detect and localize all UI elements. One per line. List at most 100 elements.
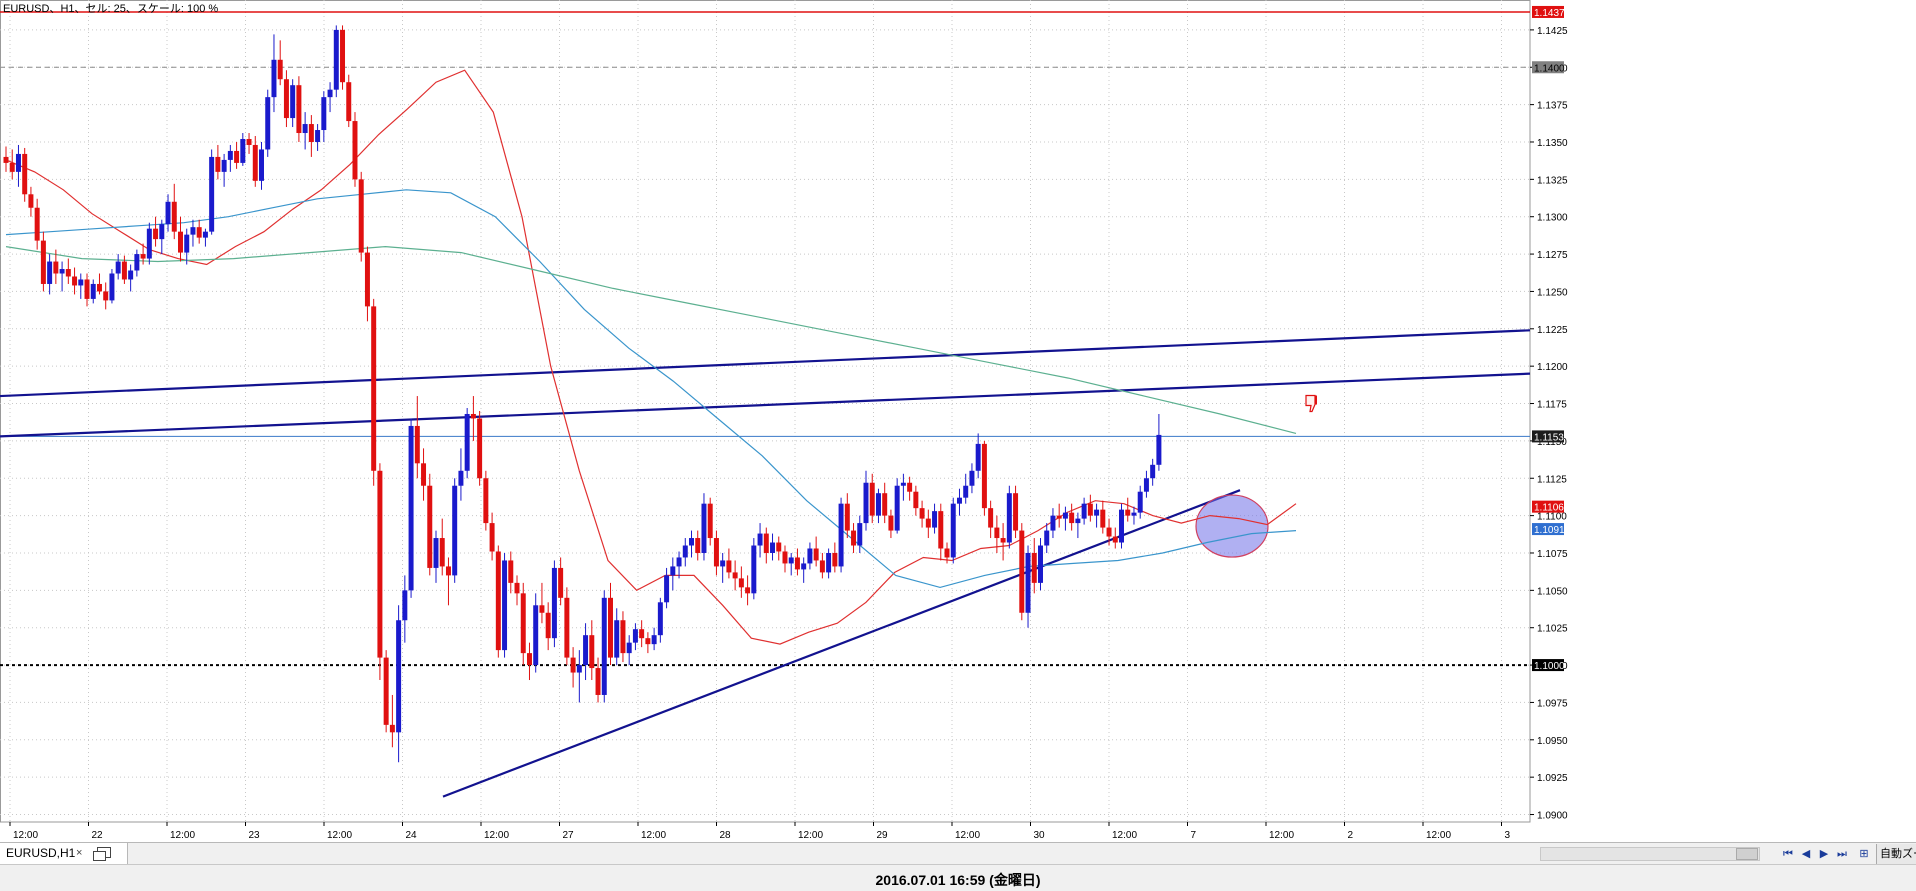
candle-body [252,144,258,181]
highlight-ellipse-shape [1195,494,1269,558]
price-badge [1532,430,1564,443]
candle-body [776,542,782,552]
candle-body [103,291,109,301]
price-tick-label: 1.1025 [1537,624,1568,635]
trend-line [0,372,1531,438]
auto-zoom-button[interactable]: 自動ズーム [1876,844,1916,864]
prev-bar-icon[interactable]: ◀ [1801,848,1811,860]
price-tick-label: 1.1075 [1537,549,1568,560]
candle-body [165,201,171,225]
time-tick-label: 12:00 [1269,830,1294,841]
candle-body [863,482,869,524]
price-tick-label: 1.1225 [1537,325,1568,336]
candle-body [632,629,638,643]
candle-body [315,130,321,142]
price-badge-label: 1.1091 [1534,525,1565,536]
time-tick-label: 12:00 [1426,830,1451,841]
candle-body [445,566,451,576]
candle-body [745,587,751,594]
candle-body [639,629,645,639]
candle-body [1094,509,1100,516]
candle-body [1019,530,1025,613]
time-tick-label: 12:00 [955,830,980,841]
zoom-icon[interactable]: ⊞ [1859,848,1869,860]
candle-body [1156,434,1162,465]
price-tick-label: 1.0925 [1537,773,1568,784]
candle-body [826,552,832,573]
candle-body [34,207,40,241]
candle-body [277,59,283,80]
candle-body [720,560,726,567]
candle-body [944,548,950,558]
candle-body [595,668,601,695]
time-tick-label: 7 [1191,830,1197,841]
price-badges: 1.1437 1.1400 1.1153 1.1106 1.1091 1.1000 [1532,5,1565,672]
candle-body [283,79,289,119]
price-tick-label: 1.1300 [1537,213,1568,224]
candle-body [925,518,931,528]
time-tick-label: 12:00 [1112,830,1137,841]
moving-averages [5,69,1297,645]
candle-body [59,269,65,274]
scrollbar-thumb[interactable] [1736,848,1758,860]
candle-body [1069,512,1075,524]
candle-body [713,538,719,567]
price-tick-label: 1.1350 [1537,138,1568,149]
candle-body [140,254,146,259]
thumb-down-icon [1305,394,1317,413]
candle-body [801,563,807,570]
last-bar-icon[interactable]: ⏭ [1837,848,1847,860]
time-axis: 12:00 22 12:00 23 12:00 24 12:00 27 12:00 28 12:00… [9,822,1511,841]
close-icon[interactable]: × [76,847,83,859]
candle-body [726,560,732,573]
chart-tab-bar: EURUSD,H1 × ⏮ ◀ ▶ ⏭ ⊞ 自動ズーム [0,842,1916,865]
candle-body [751,545,757,594]
candle-body [682,545,688,558]
window-icon[interactable] [93,847,111,861]
candle-body [109,273,115,301]
candle-body [875,493,881,516]
trend-line [442,489,1241,798]
candle-body [128,270,134,280]
candle-body [153,228,159,240]
candle-body [657,602,663,636]
candle-body [1100,509,1106,528]
candle-body [1137,491,1143,513]
candle-body [583,635,589,666]
candle-body [888,515,894,531]
candle-body [695,538,701,553]
price-tick-label: 1.1175 [1537,400,1567,411]
candle-body [664,575,670,603]
status-datetime: 2016.07.01 16:59 (金曜日) [875,872,1041,888]
next-bar-icon[interactable]: ▶ [1819,848,1829,860]
time-tick-label: 29 [877,830,889,841]
candle-body [489,523,495,552]
candle-body [851,530,857,546]
candle-body [371,306,377,471]
time-tick-label: 23 [249,830,261,841]
candle-body [346,82,352,122]
time-tick-label: 28 [720,830,732,841]
candle-body [358,179,364,253]
candle-body [15,153,21,172]
candle-body [938,511,944,549]
candle-body [545,612,551,639]
price-badge [1532,5,1564,18]
candle-body [414,425,420,464]
horizontal-scrollbar[interactable] [1540,847,1760,861]
candle-body [1031,552,1037,583]
candle-body [90,283,96,299]
candle-body [196,227,202,238]
first-bar-icon[interactable]: ⏮ [1783,848,1793,860]
candle-body [327,89,333,98]
candle-body [271,59,277,98]
moving-average-line [5,245,1297,434]
price-badge [1532,659,1564,672]
candle-body [1038,545,1043,583]
price-chart[interactable]: 1.1425 1.1400 1.1375 1.1350 1.1325 1.1300 1.12… [0,0,1916,842]
time-tick-label: 2 [1348,830,1354,841]
candle-body [956,497,962,504]
candle-body [470,413,476,419]
chart-tab[interactable]: EURUSD,H1 × [0,843,128,864]
price-badge [1532,523,1564,536]
